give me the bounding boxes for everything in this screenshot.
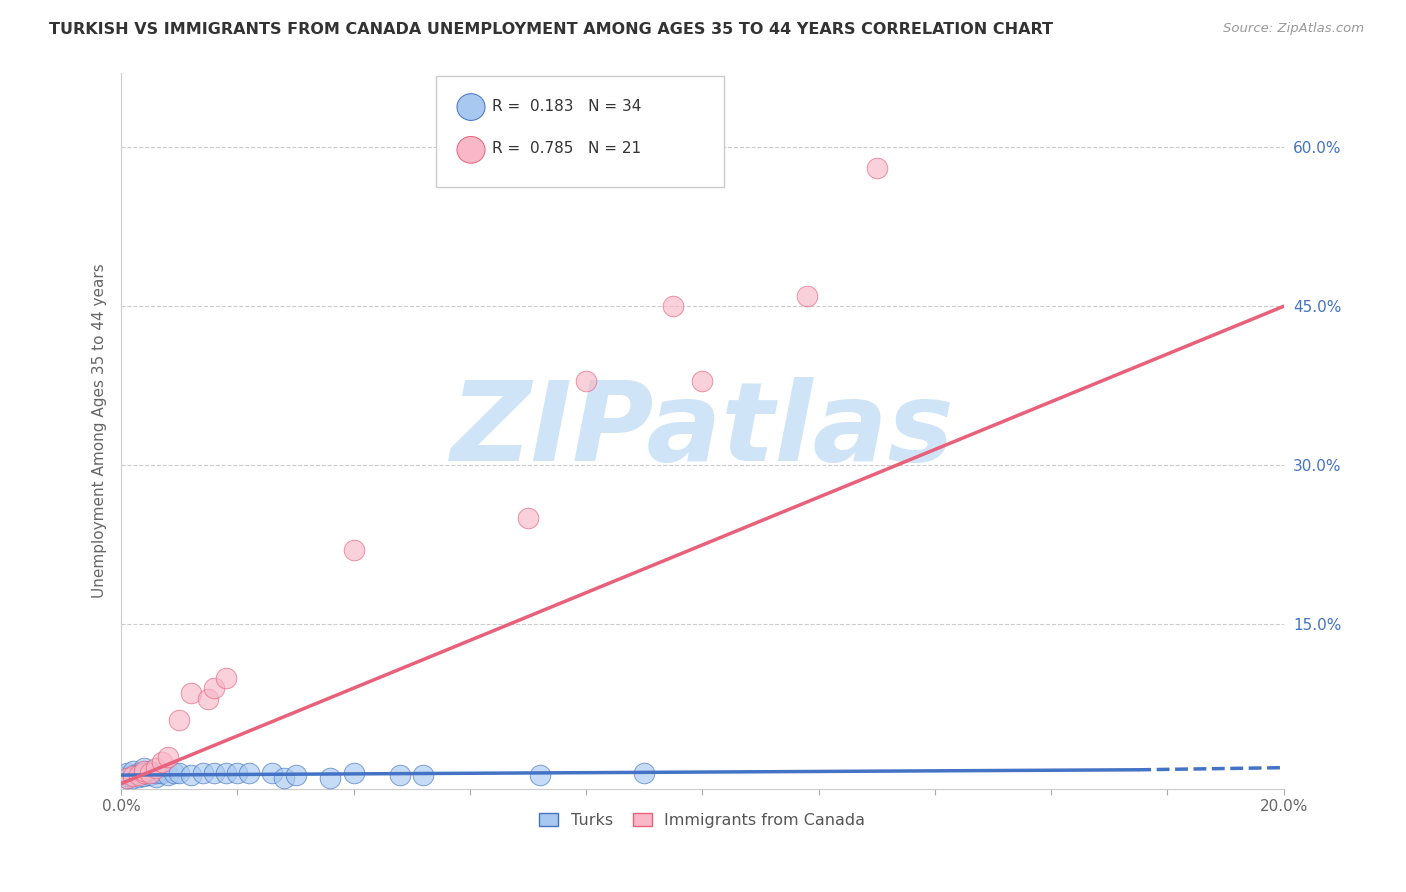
Point [115, 766, 138, 780]
Point [115, 771, 138, 785]
Point [343, 543, 366, 558]
Text: R =  0.785   N = 21: R = 0.785 N = 21 [492, 142, 641, 156]
Point [238, 766, 260, 780]
Point [121, 771, 143, 785]
Point [169, 713, 191, 727]
Point [517, 511, 540, 525]
Point [150, 756, 173, 770]
Text: Source: ZipAtlas.com: Source: ZipAtlas.com [1223, 22, 1364, 36]
Text: TURKISH VS IMMIGRANTS FROM CANADA UNEMPLOYMENT AMONG AGES 35 TO 44 YEARS CORRELA: TURKISH VS IMMIGRANTS FROM CANADA UNEMPL… [49, 22, 1053, 37]
Point [866, 161, 889, 176]
Point [662, 299, 685, 313]
Point [197, 691, 219, 706]
Point [215, 766, 238, 780]
Point [134, 764, 156, 778]
Point [319, 771, 342, 785]
Point [412, 768, 434, 782]
Point [134, 769, 156, 783]
Point [215, 671, 238, 685]
Point [180, 686, 202, 700]
Y-axis label: Unemployment Among Ages 35 to 44 years: Unemployment Among Ages 35 to 44 years [93, 263, 107, 599]
Point [128, 768, 150, 782]
Point [156, 768, 179, 782]
Point [389, 768, 412, 782]
Point [121, 764, 143, 778]
Point [343, 766, 366, 780]
Point [273, 771, 295, 785]
Point [796, 289, 818, 303]
Point [156, 750, 179, 764]
Point [162, 766, 184, 780]
Point [134, 764, 156, 778]
Point [262, 766, 284, 780]
Point [633, 766, 655, 780]
Point [150, 766, 173, 780]
Point [145, 761, 167, 775]
Point [134, 761, 156, 775]
Point [202, 766, 225, 780]
Point [139, 768, 162, 782]
Point [128, 770, 150, 784]
Point [139, 764, 162, 778]
Point [121, 769, 143, 783]
Point [169, 766, 191, 780]
Point [121, 768, 143, 782]
Point [145, 766, 167, 780]
Text: R =  0.183   N = 34: R = 0.183 N = 34 [492, 99, 641, 113]
Point [115, 771, 138, 785]
Point [529, 768, 551, 782]
Text: ZIPatlas: ZIPatlas [450, 377, 955, 484]
Point [284, 768, 307, 782]
Point [180, 768, 202, 782]
Point [226, 766, 249, 780]
Point [134, 766, 156, 780]
Point [191, 766, 214, 780]
Legend: Turks, Immigrants from Canada: Turks, Immigrants from Canada [533, 806, 872, 835]
Point [202, 681, 225, 695]
Point [128, 766, 150, 780]
Point [139, 766, 162, 780]
Point [145, 770, 167, 784]
Point [575, 374, 598, 388]
Point [692, 374, 714, 388]
Point [115, 769, 138, 783]
